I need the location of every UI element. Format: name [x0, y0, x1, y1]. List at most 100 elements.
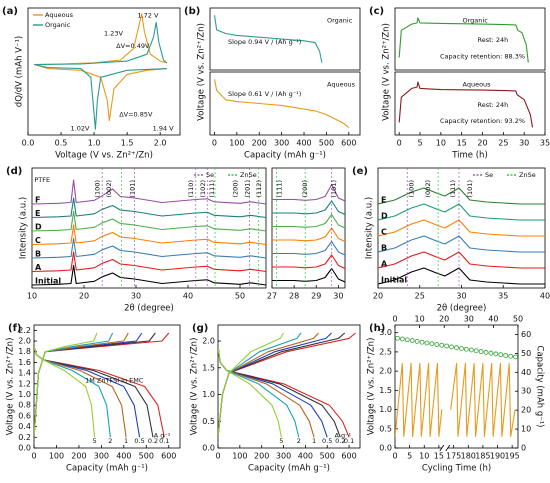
- tick-label: 35: [540, 139, 550, 148]
- annotation: (111): [449, 180, 457, 197]
- tick-label: 300: [276, 452, 291, 461]
- tick-label: 195: [505, 452, 520, 461]
- panel-label: (g): [192, 323, 208, 334]
- curve-label: A: [35, 263, 42, 272]
- tick-label: 2.0: [379, 367, 392, 376]
- curve-label: 0.5: [134, 437, 144, 445]
- y-axis-label: Voltage (V vs. Zn²⁺/Zn): [382, 23, 392, 121]
- curve-label: 5: [93, 437, 97, 445]
- tick-label: 50: [521, 349, 531, 358]
- tick-label: 50: [235, 292, 245, 301]
- tick-label: 1.0: [202, 390, 215, 399]
- tick-label: 100: [49, 452, 64, 461]
- tick-label: 185: [475, 452, 490, 461]
- annotation: Aqueous: [463, 81, 492, 89]
- tick-label: 1.5: [121, 139, 134, 148]
- tick-label: 0.2: [18, 433, 31, 442]
- annotation: A g⁻¹: [154, 432, 171, 440]
- tick-label: 29: [311, 292, 321, 301]
- curve-label: 1: [124, 437, 128, 445]
- curve-label: 2: [108, 437, 112, 445]
- annotation: 1.94 V: [153, 125, 175, 133]
- curve-label: 5: [279, 437, 283, 445]
- tick-label: 25: [498, 139, 508, 148]
- tick-label: 400: [296, 139, 311, 148]
- y-axis-label: Voltage (V vs. Zn²⁺/Zn): [197, 23, 207, 121]
- tick-label: 0.0: [379, 444, 392, 453]
- tick-label: 1.5: [202, 363, 215, 372]
- tick-label: 15: [434, 452, 444, 461]
- tick-label: 1.5: [379, 386, 392, 395]
- annotation: Slope 0.61 V / (Ah g⁻¹): [228, 90, 301, 98]
- x-axis-label: Capacity (mAh g⁻¹): [66, 464, 148, 474]
- curve-label: 2: [297, 437, 301, 445]
- tick-label: 2.0: [18, 337, 31, 346]
- tick-label: 500: [139, 452, 154, 461]
- tick-label: 5: [417, 139, 422, 148]
- panel-label: (d): [6, 166, 22, 177]
- tick-label: 500: [319, 139, 334, 148]
- curve-label: B: [35, 250, 41, 259]
- y2-axis-label: Capacity (mAh g⁻¹): [535, 346, 545, 428]
- panel-label: (h): [369, 323, 385, 334]
- tick-label: 10: [27, 292, 37, 301]
- legend-label: ZnSe: [519, 171, 536, 179]
- x-axis-label: Capacity (mAh g⁻¹): [244, 151, 326, 161]
- annotation: Capacity retention: 93.2%: [440, 117, 525, 125]
- annotation: (002): [424, 180, 432, 197]
- annotation: (101): [330, 180, 338, 197]
- x-axis-label: Time (h): [451, 151, 488, 161]
- tick-label: 0: [31, 452, 36, 461]
- annotation: Organic: [463, 16, 489, 24]
- panel-label: (a): [2, 6, 18, 17]
- tick-label: 0: [392, 452, 397, 461]
- tick-label: 2.0: [154, 139, 167, 148]
- tick-label: 100: [232, 452, 247, 461]
- tick-label: 1.0: [18, 390, 31, 399]
- legend-label: Se: [206, 171, 214, 179]
- tick-label: 1.2: [18, 379, 31, 388]
- annotation: A g⁻¹: [334, 432, 351, 440]
- tick-label: 0: [521, 444, 526, 453]
- curve-label: C: [35, 236, 41, 245]
- tick-label: 20: [439, 315, 449, 324]
- tick-label: 200: [252, 139, 267, 148]
- tick-label: 0.0: [202, 444, 215, 453]
- tick-label: 0.0: [22, 139, 35, 148]
- y-axis-label: Voltage (V vs. Zn²⁺/Zn): [6, 338, 16, 436]
- curve-label: E: [381, 196, 386, 205]
- tick-label: 25: [415, 292, 425, 301]
- x-axis-label: 2θ (degree): [124, 304, 174, 314]
- tick-label: 30: [456, 292, 466, 301]
- tick-label: 0.5: [55, 139, 68, 148]
- tick-label: 10: [415, 315, 425, 324]
- tick-label: 0.6: [18, 411, 31, 420]
- curve-label: F: [35, 196, 40, 205]
- curve-label: D: [381, 212, 388, 221]
- y-axis-label: dQ/dV (mAh V⁻¹): [15, 36, 25, 107]
- x-axis-label: Capacity (mAh g⁻¹): [248, 464, 330, 474]
- tick-label: 60: [521, 330, 531, 339]
- tick-label: 20: [521, 406, 531, 415]
- x-axis-label: Cycling Time (h): [422, 464, 491, 474]
- annotation: Organic: [327, 16, 353, 24]
- tick-label: 0.5: [379, 424, 392, 433]
- tick-label: 40: [488, 315, 498, 324]
- annotation: (200): [232, 180, 240, 197]
- curve-label: D: [35, 223, 42, 232]
- tick-label: 20: [477, 139, 487, 148]
- tick-label: 1.0: [379, 405, 392, 414]
- annotation: (111): [208, 180, 216, 197]
- legend-label: Se: [485, 171, 493, 179]
- tick-label: 190: [490, 452, 505, 461]
- y-axis-label: Voltage (V vs. Zn²⁺/Zn): [190, 338, 200, 436]
- curve-label: Initial: [381, 276, 407, 285]
- annotation: PTFE: [34, 176, 50, 184]
- tick-label: 2.0: [202, 337, 215, 346]
- annotation: (110): [187, 180, 195, 197]
- panel-label: (c): [369, 6, 384, 17]
- tick-label: 0.5: [202, 417, 215, 426]
- y-axis-label: Voltage (V vs. Zn²⁺/Zn): [367, 338, 377, 436]
- tick-label: 30: [519, 139, 529, 148]
